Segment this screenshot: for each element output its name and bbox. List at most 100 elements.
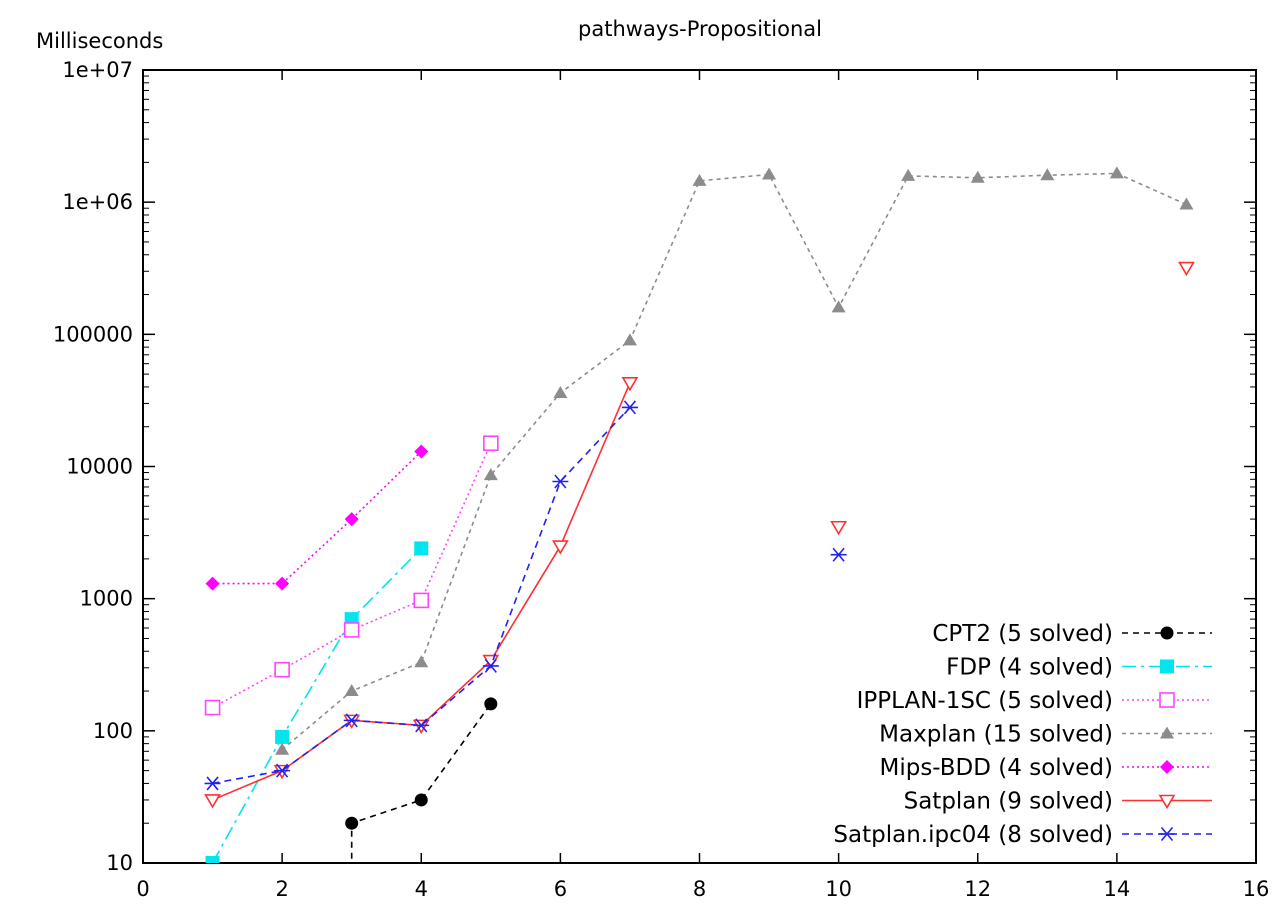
series-line: [212, 442, 492, 709]
series-line: [281, 172, 1187, 751]
marker-open-square: [483, 435, 499, 452]
marker-dot: [345, 816, 359, 830]
x-tick-label: 2: [275, 877, 288, 901]
data-point: [901, 168, 916, 181]
data-point: [484, 697, 498, 711]
data-point: [483, 468, 498, 481]
data-point: [205, 576, 220, 591]
x-tick-label: 16: [1243, 877, 1270, 901]
marker-square: [205, 856, 220, 863]
data-point: [1040, 168, 1055, 181]
legend-entry-6: Satplan (9 solved): [904, 789, 1212, 815]
data-point: [621, 400, 638, 415]
data-point: [621, 376, 639, 392]
data-point: [414, 444, 429, 459]
data-point: [204, 794, 221, 809]
y-tick-label: 100: [93, 719, 133, 743]
marker-open-square: [343, 622, 360, 638]
marker-triangle: [483, 468, 498, 481]
data-point: [344, 512, 359, 527]
y-tick-label: 10000: [66, 455, 133, 479]
data-point: [344, 684, 359, 697]
legend-entry-4: Maxplan (15 solved): [879, 722, 1212, 748]
marker-triangle: [1109, 166, 1124, 179]
marker-triangle: [901, 168, 916, 181]
data-point: [483, 435, 499, 452]
marker-stroke: [206, 776, 219, 791]
series-line: [212, 450, 422, 585]
marker-square: [414, 541, 429, 556]
legend-label: Maxplan (15 solved): [879, 722, 1113, 748]
legend-label: Satplan (9 solved): [904, 789, 1113, 815]
legend-label: Satplan.ipc04 (8 solved): [833, 822, 1113, 848]
marker-open-triangle: [551, 540, 569, 555]
data-point: [204, 699, 221, 716]
data-point: [1160, 626, 1174, 640]
data-point: [414, 541, 429, 556]
series-4: [275, 166, 1194, 755]
marker-open-square: [1159, 692, 1175, 708]
marker-open-triangle: [621, 376, 639, 392]
x-tick-label: 6: [554, 877, 567, 901]
data-point: [275, 742, 290, 755]
data-point: [970, 170, 985, 183]
legend-label: CPT2 (5 solved): [932, 621, 1113, 647]
data-point: [1178, 261, 1195, 277]
marker-open-square: [204, 699, 221, 716]
data-point: [275, 729, 290, 744]
marker-stroke: [276, 763, 289, 778]
marker-square: [1160, 659, 1174, 674]
legend-entry-2: FDP (4 solved): [946, 655, 1212, 681]
series-3: [204, 435, 499, 716]
marker-stroke: [484, 658, 497, 673]
marker-stroke: [1160, 826, 1174, 842]
data-point: [204, 776, 221, 791]
marker-triangle: [344, 684, 359, 697]
marker-stroke: [832, 547, 845, 562]
marker-triangle: [831, 300, 846, 313]
series-2: [205, 541, 429, 863]
x-tick-label: 0: [136, 877, 149, 901]
y-tick-label: 1000: [80, 587, 133, 611]
legend-entry-5: Mips-BDD (4 solved): [879, 755, 1212, 781]
data-point: [830, 547, 847, 562]
marker-open-triangle: [1158, 794, 1176, 810]
legend-label: FDP (4 solved): [946, 655, 1113, 681]
series-group: [204, 166, 1195, 863]
data-point: [553, 385, 568, 398]
data-point: [414, 793, 428, 807]
marker-stroke: [345, 713, 358, 728]
marker-dot: [484, 697, 498, 711]
data-point: [1109, 166, 1124, 179]
marker-triangle: [1160, 726, 1174, 739]
y-tick-label: 1e+06: [62, 190, 133, 214]
marker-stroke: [415, 718, 428, 733]
y-tick-label: 100000: [53, 322, 133, 346]
data-point: [551, 540, 569, 555]
data-point: [622, 333, 637, 346]
x-tick-label: 10: [825, 877, 852, 901]
marker-triangle: [275, 742, 290, 755]
data-point: [275, 576, 290, 591]
x-tick-label: 12: [964, 877, 991, 901]
x-tick-label: 8: [693, 877, 706, 901]
legend: CPT2 (5 solved) FDP (4 solved) IPPLAN-1SC …: [833, 621, 1212, 848]
marker-square: [275, 729, 290, 744]
marker-diamond: [275, 576, 290, 591]
marker-stroke: [554, 474, 567, 489]
data-point: [205, 856, 220, 863]
axes: 0 2 4 6 8 10 12 14 16 10 100 1000 10000 100000 1e+06 1e…: [53, 58, 1270, 901]
marker-triangle: [414, 655, 429, 668]
marker-diamond: [344, 512, 359, 527]
data-point: [343, 713, 360, 728]
legend-entry-3: IPPLAN-1SC (5 solved): [857, 688, 1212, 714]
marker-triangle: [762, 167, 777, 180]
data-point: [1160, 726, 1174, 739]
y-tick-label: 10: [106, 851, 133, 875]
data-point: [482, 658, 499, 673]
marker-diamond: [414, 444, 429, 459]
marker-open-square: [274, 661, 290, 678]
data-point: [274, 661, 290, 678]
series-5: [205, 444, 429, 591]
